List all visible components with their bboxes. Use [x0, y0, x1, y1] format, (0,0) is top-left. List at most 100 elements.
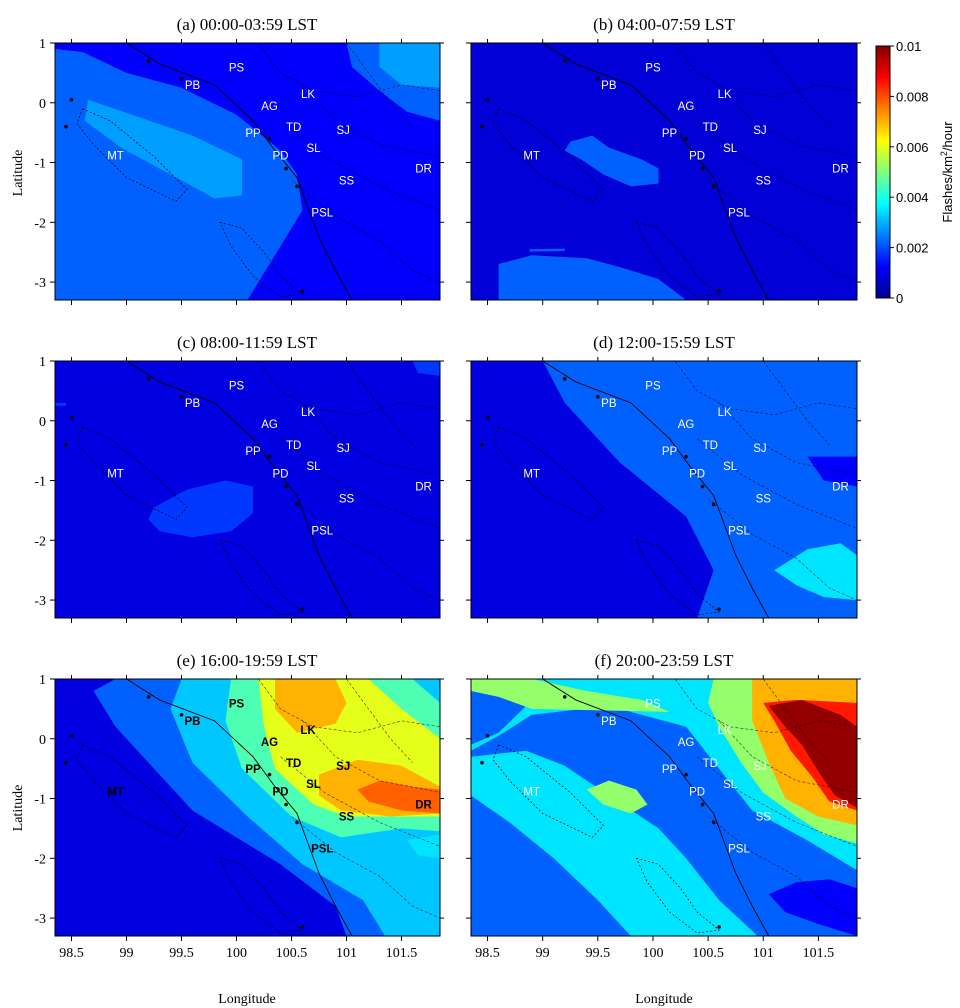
panel-c-region-sj: SJ — [336, 443, 349, 455]
panel-d-region-dr: DR — [832, 482, 849, 494]
panel-d-region-sl: SL — [723, 461, 738, 473]
panel-b-title: (b) 04:00-07:59 LST — [593, 15, 735, 34]
panel-f-contour-10 — [768, 699, 857, 808]
panel-f-title: (f) 20:00-23:59 LST — [595, 651, 734, 670]
panel-d-region-ss: SS — [756, 494, 772, 506]
panel-e-region-dr: DR — [415, 800, 432, 812]
panel-e-region-ps: PS — [229, 699, 245, 711]
colorbar-tick-0-01: 0.01 — [896, 39, 921, 54]
panel-f-x-tick-99-5: 99.5 — [586, 946, 611, 961]
panel-e-y-tick--2: -2 — [34, 852, 46, 867]
panel-f-region-sl: SL — [723, 779, 738, 791]
panel-d-region-ag: AG — [678, 419, 695, 431]
x-axis-label-right: Longitude — [635, 992, 693, 1007]
panel-f-region-mt: MT — [523, 787, 540, 799]
panel-e-x-tick-101-5: 101.5 — [386, 946, 418, 961]
panel-f-region-pp: PP — [662, 764, 678, 776]
panel-b-contour-1 — [498, 255, 687, 300]
panel-a-region-td: TD — [286, 122, 301, 134]
panel-a-region-sj: SJ — [336, 125, 349, 137]
panel-a-y-tick--1: -1 — [34, 157, 46, 172]
panel-d-region-ps: PS — [645, 381, 661, 393]
panel-f-x-tick-100: 100 — [642, 946, 663, 961]
panel-e-region-sl: SL — [306, 779, 321, 791]
panel-e-x-tick-99-5: 99.5 — [169, 946, 194, 961]
panel-e-region-pp: PP — [245, 764, 261, 776]
panel-f-region-dr: DR — [832, 800, 849, 812]
panel-f-contour-4 — [768, 879, 857, 936]
panel-f-region-td: TD — [703, 758, 718, 770]
y-axis-label-bottom: Latitude — [11, 785, 26, 832]
panel-d-plot: PS PB LK AG TD SJ PP SL PD MT DR SS PSL — [466, 357, 861, 623]
panel-b-region-ss: SS — [756, 176, 772, 188]
panel-c-region-pp: PP — [245, 446, 261, 458]
panel-f-x-tick-98-5: 98.5 — [475, 946, 500, 961]
panel-e-plot: PS PB LK AG TD SJ PP SL PD MT DR SS PSL 98.5 99 99.5 100… — [34, 673, 444, 961]
panel-e-contour-7 — [407, 834, 440, 859]
panel-c-y-tick-1: 1 — [39, 355, 46, 370]
colorbar-label-tail: /hour — [940, 121, 955, 151]
panel-e-x-tick-101: 101 — [336, 946, 357, 961]
panel-e-x-tick-99: 99 — [120, 946, 134, 961]
colorbar-ticks: 0.01 0.008 0.006 0.004 0.002 0 — [890, 39, 929, 306]
panel-d: (d) 12:00-15:59 LST PS PB LK AG TD SJ PP SL PD MT… — [466, 333, 861, 623]
panel-b-plot: PS PB LK AG TD SJ PP SL PD MT DR SS PSL — [466, 39, 861, 305]
panel-c-region-td: TD — [286, 440, 301, 452]
panel-e-y-tick--1: -1 — [34, 793, 46, 808]
panel-b-region-pd: PD — [689, 151, 705, 163]
panel-f-region-sj: SJ — [753, 761, 766, 773]
panel-e-region-pd: PD — [273, 787, 289, 799]
panel-e-region-pb: PB — [185, 716, 201, 728]
panel-b-region-sj: SJ — [753, 125, 766, 137]
panel-e-contour-6 — [357, 780, 440, 814]
panel-f-plot: PS PB LK AG TD SJ PP SL PD MT DR SS PSL 98.5 99 99.5 100… — [466, 675, 861, 961]
panel-b-region-pp: PP — [662, 128, 678, 140]
panel-a-region-pp: PP — [245, 128, 261, 140]
panel-b-contour-0 — [564, 135, 659, 187]
panel-e-x-tick-100-5: 100.5 — [276, 946, 308, 961]
panel-c-region-sl: SL — [306, 461, 321, 473]
panel-f-region-psl: PSL — [728, 843, 750, 855]
panel-d-region-psl: PSL — [728, 525, 750, 537]
panel-c-region-ss: SS — [339, 494, 355, 506]
colorbar: 0.01 0.008 0.006 0.004 0.002 0 Flashes/km2/ho… — [875, 39, 955, 306]
panel-e-contour-4 — [275, 679, 347, 733]
panel-a-region-sl: SL — [306, 143, 321, 155]
panel-c-region-pb: PB — [185, 398, 201, 410]
panel-a-region-dr: DR — [415, 164, 432, 176]
panel-b-region-td: TD — [703, 122, 718, 134]
panel-a-region-ss: SS — [339, 176, 355, 188]
panel-e-x-tick-100: 100 — [226, 946, 247, 961]
panel-f-region-pd: PD — [689, 787, 705, 799]
panel-e-title: (e) 16:00-19:59 LST — [177, 651, 318, 670]
panel-f-region-lk: LK — [718, 725, 732, 737]
panel-c-plot: PS PB LK AG TD SJ PP SL PD MT DR SS PSL 1 0 -1 -2 -3 — [34, 355, 444, 623]
colorbar-label-main: Flashes/km — [940, 156, 955, 222]
panel-f-x-tick-101: 101 — [753, 946, 774, 961]
colorbar-tick-0-004: 0.004 — [896, 190, 929, 205]
panel-a-region-ag: AG — [261, 101, 278, 113]
panel-a: (a) 00:00-03:59 LST PS PB LK AG TD SJ PP SL PD MT… — [34, 15, 444, 305]
panel-e-region-sj: SJ — [336, 761, 350, 773]
panel-c-region-mt: MT — [107, 469, 124, 481]
panel-a-region-pb: PB — [185, 80, 201, 92]
panel-b-region-lk: LK — [718, 89, 732, 101]
panel-c-y-tick-0: 0 — [39, 415, 46, 430]
colorbar-label-sup: 2 — [939, 151, 949, 156]
panel-d-region-td: TD — [703, 440, 718, 452]
panel-e-region-psl: PSL — [311, 843, 333, 855]
panel-a-contour-2 — [84, 99, 242, 199]
panel-b-region-sl: SL — [723, 143, 738, 155]
panel-e: (e) 16:00-19:59 LST PS PB LK AG TD SJ PP SL PD MT… — [34, 651, 444, 961]
panel-a-plot: PS PB LK AG TD SJ PP SL PD MT DR SS PSL 1 0 -1 -2 -3 — [34, 37, 444, 305]
panel-f-x-tick-99: 99 — [536, 946, 550, 961]
panel-d-contour-0 — [542, 361, 857, 618]
panel-f: (f) 20:00-23:59 LST PS PB LK AG TD SJ PP SL PD MT… — [466, 651, 861, 961]
panel-b-region-mt: MT — [523, 151, 540, 163]
panel-f-contour-2 — [471, 750, 758, 936]
panel-c-y-tick--2: -2 — [34, 534, 46, 549]
panel-f-region-pb: PB — [601, 716, 617, 728]
panel-f-region-ss: SS — [756, 812, 772, 824]
panel-c-contour-2 — [55, 402, 66, 406]
